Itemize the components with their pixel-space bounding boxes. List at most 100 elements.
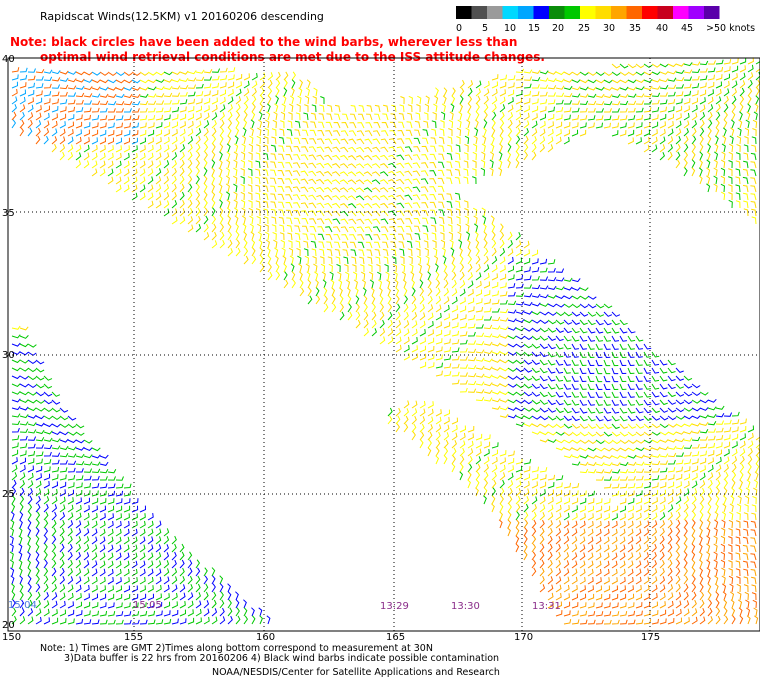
wind-barb [9, 551, 14, 561]
wind-barb [99, 152, 106, 161]
wind-barb [611, 476, 620, 481]
wind-barb [507, 367, 517, 372]
wind-barb [83, 610, 91, 617]
wind-barb [467, 297, 475, 305]
wind-barb [555, 497, 562, 505]
wind-barb [483, 397, 493, 402]
wind-barb [728, 151, 733, 161]
wind-barb [489, 151, 495, 161]
wind-barb [667, 84, 677, 89]
wind-barb [515, 232, 521, 241]
wind-barb [75, 121, 83, 129]
wind-barb [742, 192, 749, 201]
wind-barb [233, 151, 238, 161]
wind-barb [203, 215, 209, 225]
wind-barb [571, 482, 580, 489]
wind-barb [147, 200, 154, 209]
wind-barb [587, 108, 596, 113]
wind-barb [240, 159, 246, 169]
wind-barb [187, 91, 196, 97]
wind-barb [491, 464, 498, 473]
wind-barb [147, 168, 154, 177]
wind-barb [563, 311, 573, 317]
wind-barb [290, 263, 295, 273]
wind-barb [579, 79, 589, 84]
wind-barb [523, 415, 533, 420]
wind-barb [35, 535, 40, 545]
wind-barb [19, 127, 25, 137]
wind-barb [473, 135, 478, 145]
wind-barb [107, 544, 114, 553]
wind-barb [355, 179, 365, 185]
wind-barb [379, 187, 389, 193]
wind-barb [651, 460, 661, 466]
wind-barb [555, 489, 563, 497]
wind-barb [289, 95, 295, 105]
wind-barb [395, 336, 402, 345]
wind-barb [43, 592, 49, 601]
wind-barb [43, 583, 49, 593]
wind-barb [531, 69, 541, 74]
wind-barb [10, 527, 15, 537]
wind-barb [11, 67, 20, 73]
wind-barb [715, 449, 723, 457]
wind-barb [747, 425, 755, 433]
wind-barb [43, 473, 51, 481]
colorbar-label: 30 [603, 23, 615, 34]
wind-barb [123, 505, 131, 513]
wind-barb [248, 207, 253, 217]
wind-barb [59, 527, 65, 537]
wind-barb [603, 619, 612, 625]
wind-barb [99, 86, 109, 91]
wind-barb [667, 600, 674, 609]
wind-barb [99, 168, 106, 177]
wind-barb [67, 482, 75, 489]
wind-barb [75, 423, 85, 429]
wind-barb [435, 296, 442, 305]
wind-barb [539, 144, 545, 153]
wind-barb [285, 170, 293, 177]
wind-barb [131, 86, 141, 91]
wind-barb [219, 96, 226, 105]
wind-barb [179, 136, 186, 145]
wind-barb [643, 375, 651, 382]
wind-barb [272, 119, 277, 129]
wind-barb [219, 599, 225, 609]
wind-barb [739, 455, 745, 465]
wind-barb [67, 601, 74, 609]
wind-barb [393, 271, 398, 281]
wind-barb [179, 191, 185, 201]
wind-barb [332, 226, 341, 233]
wind-barb [595, 462, 605, 467]
wind-barb [713, 527, 718, 537]
wind-barb [715, 442, 723, 449]
wind-barb [75, 536, 82, 545]
wind-barb [316, 210, 325, 217]
wind-barb [59, 474, 67, 481]
wind-barb [67, 136, 74, 145]
wind-barb [59, 584, 66, 593]
wind-barb [27, 414, 37, 419]
wind-barb [443, 330, 451, 337]
wind-barb [286, 224, 293, 233]
wind-barb [659, 367, 668, 374]
wind-barb [736, 583, 741, 593]
wind-barb [715, 88, 722, 97]
wind-barb [491, 256, 498, 265]
wind-barb [715, 59, 724, 65]
wind-barb [75, 152, 82, 161]
wind-barb [43, 459, 52, 465]
wind-barb [619, 521, 626, 529]
wind-barb [353, 279, 358, 289]
wind-barb [424, 247, 429, 257]
wind-barb [249, 127, 254, 137]
wind-barb [523, 488, 530, 497]
wind-barb [404, 170, 413, 177]
wind-barb [722, 591, 727, 601]
wind-barb [619, 319, 628, 326]
wind-barb [523, 407, 533, 412]
wind-barb [99, 93, 109, 98]
wind-barb [203, 207, 209, 217]
wind-barb [251, 255, 257, 265]
wind-barb [324, 202, 333, 209]
